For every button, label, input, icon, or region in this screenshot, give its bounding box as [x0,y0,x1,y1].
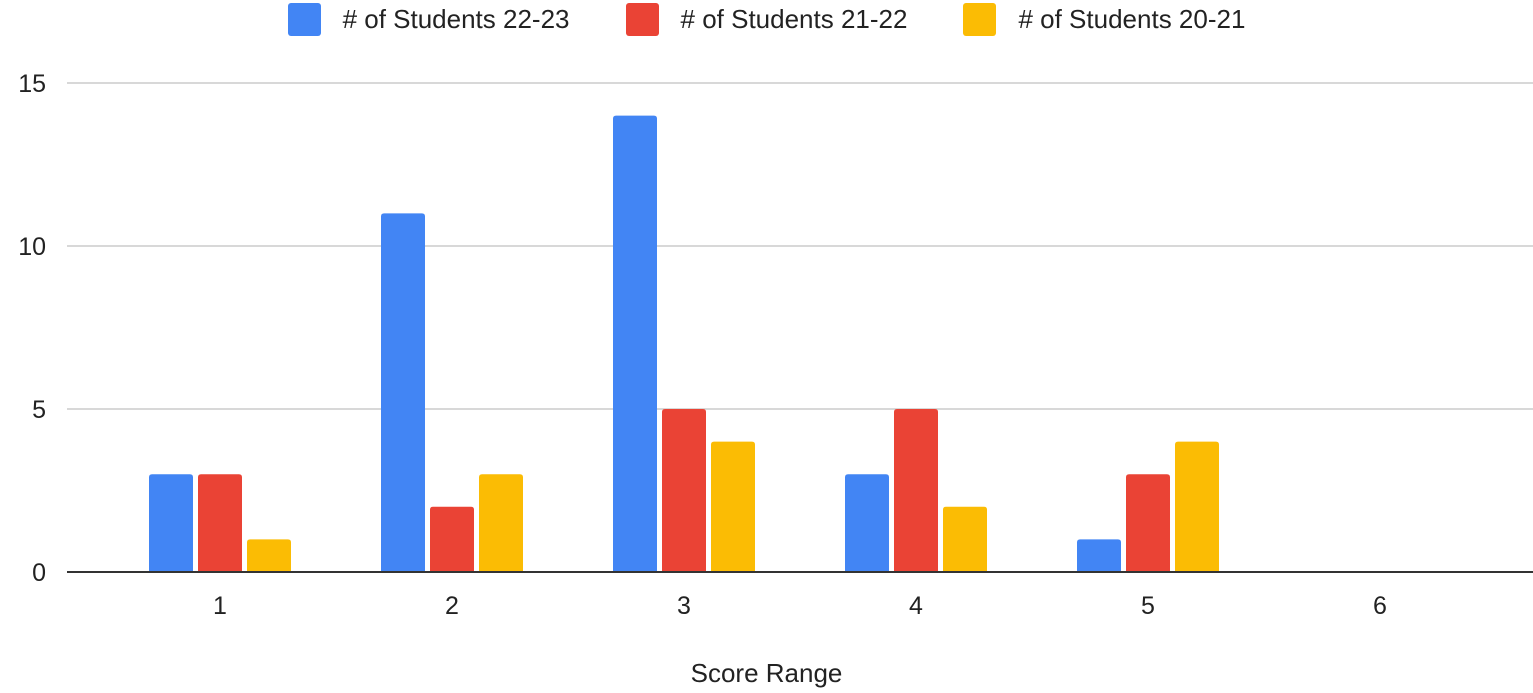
legend: # of Students 22-23 # of Students 21-22 … [0,3,1533,36]
legend-label-21-22: # of Students 21-22 [680,4,908,34]
bar-1-series-2[interactable] [247,539,291,572]
bar-4-series-0[interactable] [845,474,889,572]
x-tick-label: 1 [213,592,227,620]
legend-item-21-22[interactable]: # of Students 21-22 [625,3,908,36]
bar-2-series-2[interactable] [479,474,523,572]
legend-swatch-22-23 [287,3,321,36]
x-tick-label: 4 [909,592,923,620]
x-tick-label: 6 [1373,592,1387,620]
bar-1-series-0[interactable] [149,474,193,572]
legend-label-22-23: # of Students 22-23 [342,4,570,34]
legend-swatch-20-21 [963,3,997,36]
x-tick-label: 2 [445,592,459,620]
legend-swatch-21-22 [625,3,659,36]
bar-3-series-1[interactable] [662,409,706,572]
y-tick-label: 5 [32,396,46,424]
legend-item-22-23[interactable]: # of Students 22-23 [287,3,570,36]
gridlines [67,82,1533,410]
x-axis-title: Score Range [690,658,843,688]
bar-3-series-2[interactable] [711,441,755,572]
legend-label-20-21: # of Students 20-21 [1018,4,1246,34]
bar-4-series-1[interactable] [894,409,938,572]
y-tick-label: 0 [32,559,46,587]
y-tick-label: 15 [18,70,46,98]
bar-5-series-0[interactable] [1077,539,1121,572]
bars [149,115,1219,572]
y-axis-ticks: 0 5 10 15 [18,70,46,587]
bar-5-series-1[interactable] [1126,474,1170,572]
x-axis-ticks: 1 2 3 4 5 6 [213,592,1387,620]
bar-1-series-1[interactable] [198,474,242,572]
bar-3-series-0[interactable] [613,115,657,572]
bar-2-series-0[interactable] [381,213,425,572]
x-tick-label: 5 [1141,592,1155,620]
legend-item-20-21[interactable]: # of Students 20-21 [963,3,1245,36]
bar-4-series-2[interactable] [943,506,987,572]
bar-5-series-2[interactable] [1175,441,1219,572]
x-tick-label: 3 [677,592,691,620]
bar-2-series-1[interactable] [430,506,474,572]
y-tick-label: 10 [18,233,46,261]
